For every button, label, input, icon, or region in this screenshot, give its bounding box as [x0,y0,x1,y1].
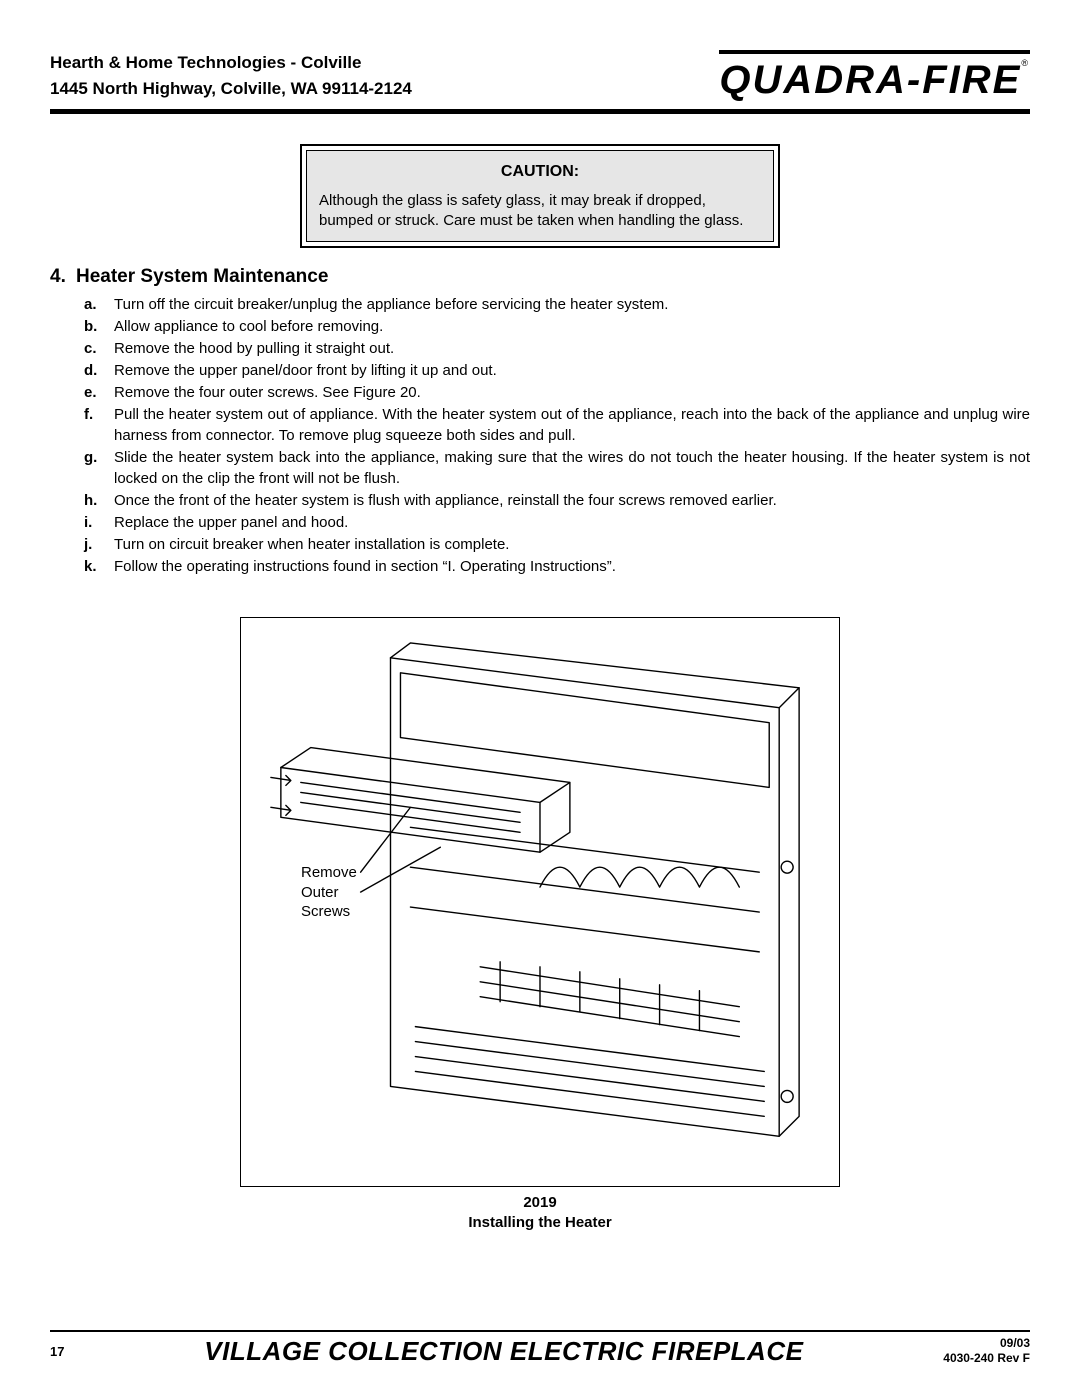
footer-rev: 4030-240 Rev F [943,1351,1030,1367]
step-text: Turn on circuit breaker when heater inst… [114,534,1030,555]
step-item: j.Turn on circuit breaker when heater in… [84,534,1030,555]
step-item: b.Allow appliance to cool before removin… [84,316,1030,337]
step-item: d.Remove the upper panel/door front by l… [84,360,1030,381]
callout-line1: Remove [301,863,357,883]
caution-inner: CAUTION: Although the glass is safety gl… [306,150,774,242]
step-text: Replace the upper panel and hood. [114,512,1030,533]
step-item: h.Once the front of the heater system is… [84,490,1030,511]
step-item: a.Turn off the circuit breaker/unplug th… [84,294,1030,315]
step-marker: e. [84,382,114,403]
caution-body: Although the glass is safety glass, it m… [319,191,761,232]
step-marker: g. [84,447,114,489]
step-text: Remove the upper panel/door front by lif… [114,360,1030,381]
step-marker: b. [84,316,114,337]
company-line1: Hearth & Home Technologies - Colville [50,50,412,76]
step-marker: i. [84,512,114,533]
step-marker: k. [84,556,114,577]
footer-date: 09/03 [943,1336,1030,1352]
callout-line2: Outer [301,883,357,903]
page-footer: 17 VILLAGE COLLECTION ELECTRIC FIREPLACE… [50,1330,1030,1367]
figure-caption-line1: 2019 [240,1193,840,1213]
step-marker: c. [84,338,114,359]
step-marker: f. [84,404,114,446]
page-number: 17 [50,1344,64,1359]
step-text: Slide the heater system back into the ap… [114,447,1030,489]
step-marker: a. [84,294,114,315]
step-text: Once the front of the heater system is f… [114,490,1030,511]
step-marker: h. [84,490,114,511]
brand-logo: QUADRA-FIRE® [719,50,1030,103]
step-marker: d. [84,360,114,381]
footer-meta: 09/03 4030-240 Rev F [943,1336,1030,1367]
caution-box: CAUTION: Although the glass is safety gl… [300,144,780,248]
step-marker: j. [84,534,114,555]
figure-caption: 2019 Installing the Heater [240,1193,840,1234]
step-item: k.Follow the operating instructions foun… [84,556,1030,577]
figure: Remove Outer Screws 2019 Installing the … [240,617,840,1234]
logo-text: QUADRA-FIRE [719,58,1021,102]
logo-registered: ® [1021,58,1030,68]
step-text: Pull the heater system out of appliance.… [114,404,1030,446]
step-text: Allow appliance to cool before removing. [114,316,1030,337]
section-heading: 4.Heater System Maintenance [50,266,1030,288]
caution-title: CAUTION: [319,161,761,183]
step-item: f.Pull the heater system out of applianc… [84,404,1030,446]
section-number: 4. [50,266,76,288]
company-line2: 1445 North Highway, Colville, WA 99114-2… [50,76,412,102]
step-text: Turn off the circuit breaker/unplug the … [114,294,1030,315]
step-text: Remove the hood by pulling it straight o… [114,338,1030,359]
step-item: c.Remove the hood by pulling it straight… [84,338,1030,359]
step-item: e.Remove the four outer screws. See Figu… [84,382,1030,403]
company-address: Hearth & Home Technologies - Colville 14… [50,50,412,101]
step-text: Remove the four outer screws. See Figure… [114,382,1030,403]
figure-box: Remove Outer Screws [240,617,840,1187]
callout-line3: Screws [301,902,357,922]
header-rule [50,109,1030,114]
figure-caption-line2: Installing the Heater [240,1213,840,1233]
section-title-text: Heater System Maintenance [76,266,328,287]
step-item: g.Slide the heater system back into the … [84,447,1030,489]
page-header: Hearth & Home Technologies - Colville 14… [50,50,1030,103]
footer-title: VILLAGE COLLECTION ELECTRIC FIREPLACE [204,1336,803,1367]
figure-callout: Remove Outer Screws [301,863,357,922]
steps-list: a.Turn off the circuit breaker/unplug th… [50,294,1030,577]
step-text: Follow the operating instructions found … [114,556,1030,577]
step-item: i.Replace the upper panel and hood. [84,512,1030,533]
